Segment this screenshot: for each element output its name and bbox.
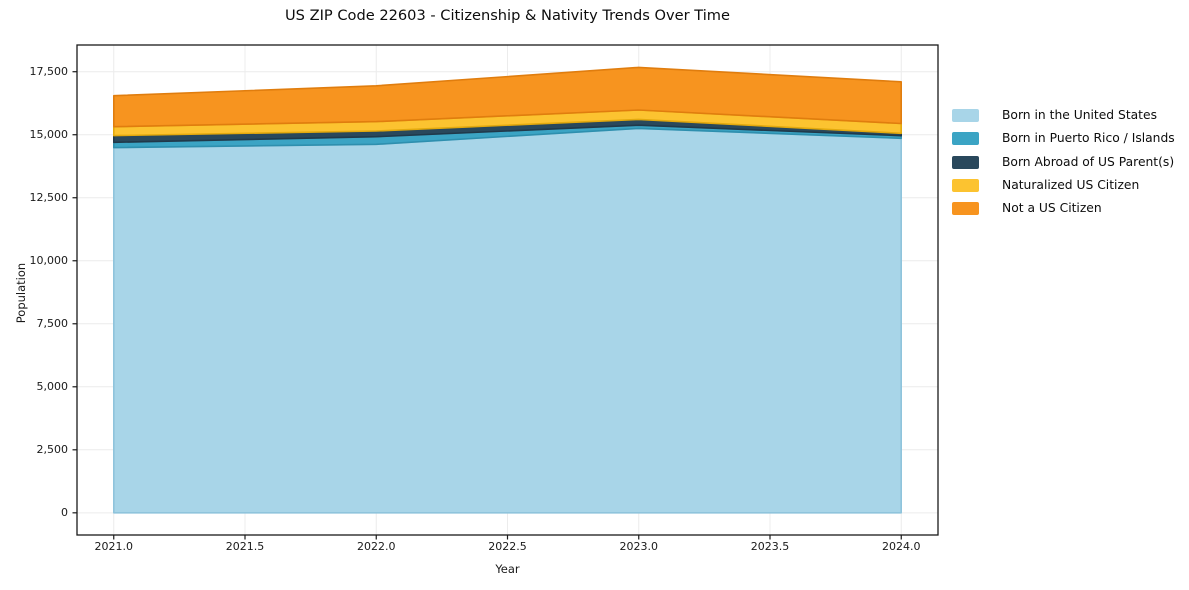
x-tick-label: 2023.0 xyxy=(619,540,659,553)
y-tick-label: 0 xyxy=(61,505,68,519)
y-tick-label: 2,500 xyxy=(36,442,69,456)
legend-swatch xyxy=(952,109,979,122)
legend-label: Not a US Citizen xyxy=(1002,201,1102,216)
legend-item: Naturalized US Citizen xyxy=(952,177,1175,192)
legend: Born in the United States Born in Puerto … xyxy=(952,109,1175,225)
chart-title: US ZIP Code 22603 - Citizenship & Nativi… xyxy=(285,7,730,24)
y-tick-label: 5,000 xyxy=(36,379,69,393)
x-tick-label: 2022.0 xyxy=(357,540,396,553)
legend-item: Born Abroad of US Parent(s) xyxy=(952,154,1175,169)
y-axis-label: Population xyxy=(14,262,28,324)
x-tick-label: 2021.5 xyxy=(225,540,265,553)
legend-item: Born in Puerto Rico / Islands xyxy=(952,131,1175,146)
legend-label: Born in Puerto Rico / Islands xyxy=(1002,131,1175,146)
x-tick-label: 2022.5 xyxy=(488,540,527,553)
x-axis-label: Year xyxy=(495,562,520,576)
x-tick-label: 2024.0 xyxy=(882,540,921,553)
legend-item: Not a US Citizen xyxy=(952,201,1175,216)
legend-label: Naturalized US Citizen xyxy=(1002,177,1140,192)
x-tick-label: 2021.0 xyxy=(94,540,134,553)
x-tick-label: 2023.5 xyxy=(750,540,790,553)
y-tick-label: 15,000 xyxy=(29,127,69,141)
y-tick-label: 10,000 xyxy=(29,253,69,267)
legend-item: Born in the United States xyxy=(952,109,1175,122)
legend-swatch xyxy=(952,202,979,216)
y-tick-label: 17,500 xyxy=(29,64,69,78)
legend-swatch xyxy=(952,132,979,146)
legend-swatch xyxy=(952,178,979,192)
y-tick-label: 12,500 xyxy=(29,190,69,204)
y-tick-label: 7,500 xyxy=(36,316,69,330)
legend-label: Born in the United States xyxy=(1002,108,1157,122)
legend-label: Born Abroad of US Parent(s) xyxy=(1002,154,1175,169)
legend-swatch xyxy=(952,155,979,169)
